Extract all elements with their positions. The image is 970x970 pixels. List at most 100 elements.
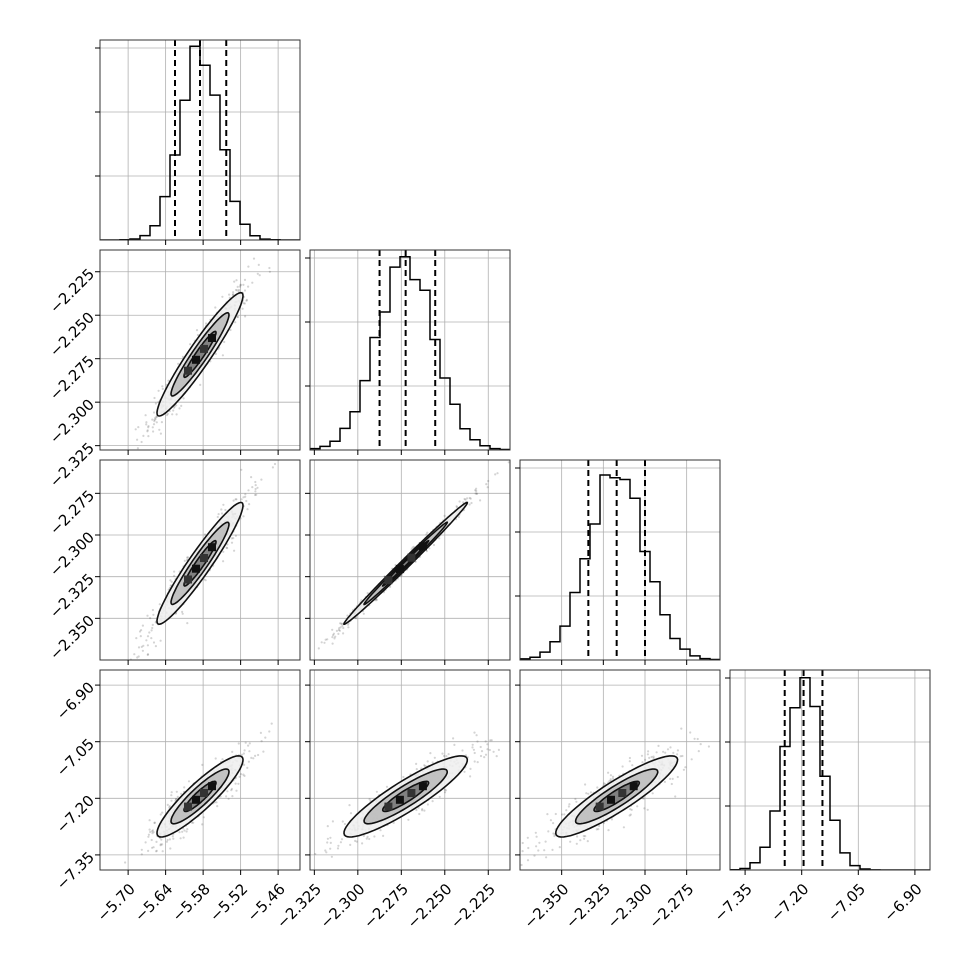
scatter-point [161,387,164,390]
x-tick-label: −7.05 [824,880,869,925]
scatter-point [154,416,157,419]
scatter-point [494,473,497,476]
density-core [192,564,200,573]
scatter-point [332,634,335,637]
scatter-point [150,637,153,640]
panel-2-0: −2.350−2.325−2.300−2.275 [46,459,301,665]
scatter-point [368,798,371,801]
scatter-point [230,537,233,540]
scatter-point [468,503,471,506]
scatter-point [234,782,237,785]
scatter-point [151,426,154,429]
scatter-point [610,818,614,821]
scatter-point [689,731,692,734]
scatter-point [582,834,585,838]
scatter-point [521,850,524,853]
scatter-point [247,760,250,763]
scatter-point [526,836,529,839]
scatter-point [183,829,186,832]
y-tick-label: −2.250 [46,308,98,360]
x-tick-label: −2.300 [604,880,656,932]
histogram-step [310,256,510,450]
scatter-point [166,412,169,415]
scatter-point [154,402,157,405]
x-tick-label: −5.52 [206,880,251,925]
scatter-point [463,770,466,773]
scatter-point [144,414,147,417]
scatter-point [151,832,154,835]
scatter-point [258,274,261,277]
scatter-point [242,773,245,776]
scatter-point [534,831,537,834]
contour-inner [381,539,430,587]
scatter-point [418,812,421,816]
scatter-point [244,495,247,498]
scatter-point [382,834,385,838]
scatter-point [172,409,175,412]
scatter-point [214,352,217,355]
scatter-point [135,637,138,640]
scatter-point [479,745,482,749]
scatter-point [237,288,241,292]
scatter-point [323,641,326,644]
scatter-point [421,808,424,811]
scatter-point [166,838,169,842]
scatter-point [232,293,235,296]
scatter-point [646,753,650,756]
scatter-point [486,486,489,489]
scatter-point [489,739,492,742]
scatter-point [179,837,182,840]
scatter-point [699,743,702,746]
scatter-point [473,731,476,734]
scatter-point [426,531,429,534]
scatter-point [431,761,434,764]
scatter-point [141,649,144,652]
scatter-point [343,822,346,826]
scatter-point [148,819,151,822]
scatter-point [160,453,162,455]
scatter-point [576,835,579,838]
scatter-point [662,750,665,753]
scatter-point [159,843,162,846]
scatter-point [338,627,341,630]
panel-frame [519,459,721,661]
panel-0-0 [95,39,301,245]
panel-frame [309,249,511,451]
scatter-point [175,413,178,416]
scatter-point [317,647,320,650]
scatter-point [155,850,158,853]
scatter-point [247,285,250,288]
scatter-point [140,440,143,444]
scatter-point [629,813,632,816]
scatter-point [326,837,329,840]
scatter-point [244,741,247,744]
scatter-point [339,622,342,625]
scatter-point [647,750,650,753]
scatter-point [366,835,369,839]
contour-inner [183,539,217,587]
scatter-point [598,824,601,828]
scatter-point [329,841,332,845]
scatter-point [168,805,171,808]
scatter-point [663,780,667,784]
scatter-point [222,503,225,506]
panel-3-3: −7.35 −7.20 −7.05 −6.90 [711,669,931,925]
scatter-point [146,430,149,433]
scatter-point [180,792,183,795]
scatter-point [469,497,472,500]
scatter-point [575,842,578,845]
scatter-point [520,448,522,450]
scatter-point [175,790,178,793]
scatter-point [181,612,184,615]
scatter-point [464,498,467,501]
scatter-point [233,549,236,552]
scatter-point [622,826,626,829]
scatter-point [597,828,600,831]
scatter-point [546,813,549,816]
scatter-point [461,749,464,752]
scatter-point [425,533,428,536]
scatter-point [697,750,700,753]
scatter-point [238,285,242,288]
scatter-point [158,603,161,606]
scatter-point [325,851,328,854]
